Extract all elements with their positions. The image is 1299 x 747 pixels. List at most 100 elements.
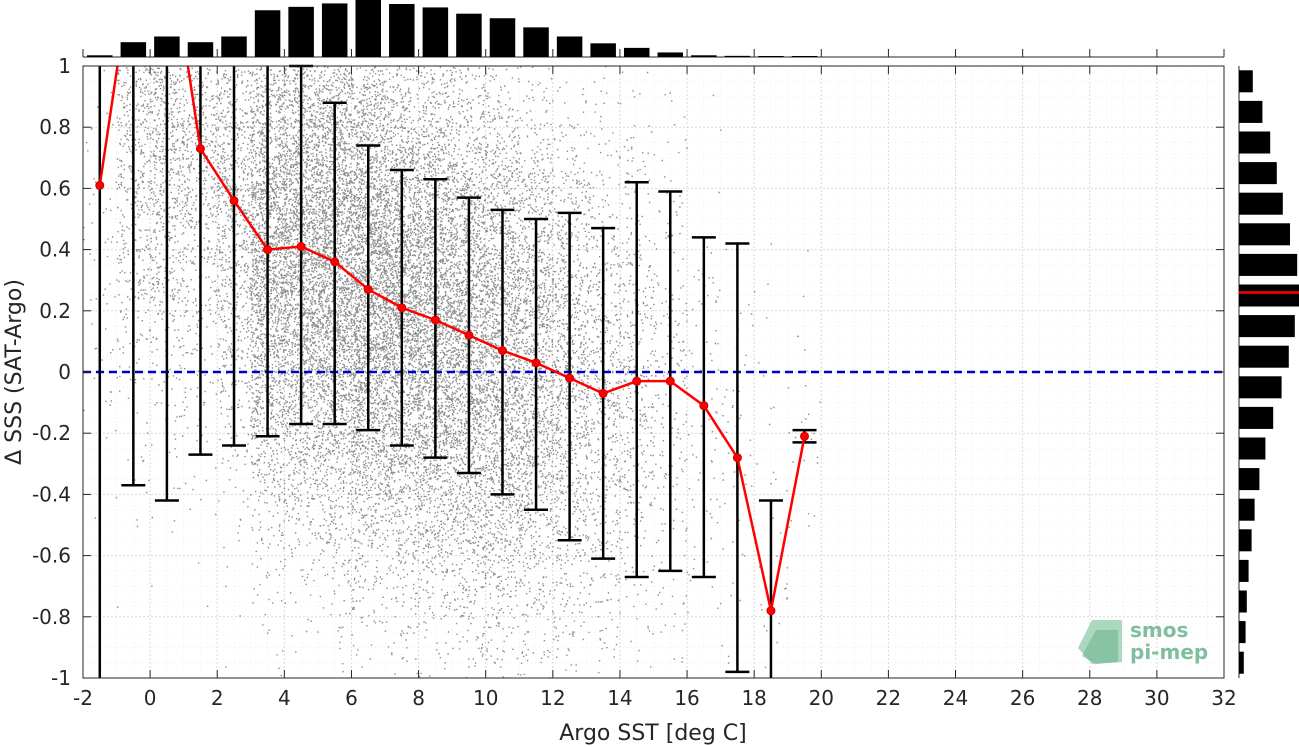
top-histogram: [82, 0, 1225, 58]
mean-point: [363, 284, 373, 294]
x-tick-label: 10: [473, 686, 498, 710]
right-hist-bar: [1239, 376, 1282, 399]
right-hist-bar: [1239, 529, 1252, 552]
right-hist-bar: [1239, 651, 1244, 674]
top-hist-bar: [556, 36, 583, 57]
right-hist-bar: [1239, 223, 1290, 246]
logo-line1: smos: [1130, 618, 1188, 642]
right-hist-bar: [1239, 162, 1277, 185]
x-axis-title: Argo SST [deg C]: [559, 721, 746, 746]
y-tick-label: 1: [58, 54, 71, 78]
x-tick-label: 26: [1010, 686, 1035, 710]
top-hist-bar: [120, 42, 147, 57]
mean-line-path: [98, 66, 806, 611]
right-hist-bar: [1239, 590, 1247, 613]
y-tick-label: -0.2: [32, 421, 71, 445]
right-hist-bar: [1239, 284, 1299, 307]
top-hist-bar: [154, 36, 180, 57]
mean-point: [263, 245, 273, 255]
mean-point: [598, 388, 608, 398]
top-hist-bar: [87, 55, 113, 57]
right-hist-bar: [1239, 100, 1263, 123]
x-tick-label: 22: [876, 686, 901, 710]
y-tick-label: -1: [51, 666, 71, 690]
mean-point: [397, 303, 407, 313]
x-tick-label: 0: [144, 686, 157, 710]
x-tick-label: 4: [278, 686, 291, 710]
top-hist-bar: [288, 6, 314, 57]
right-hist-bar: [1239, 192, 1283, 215]
mean-point: [665, 376, 675, 386]
x-tick-label: 8: [412, 686, 425, 710]
mean-point: [565, 373, 575, 383]
right-hist-bar: [1239, 406, 1274, 429]
mean-point: [732, 453, 742, 463]
top-hist-bar: [422, 7, 449, 57]
x-tick-label: 28: [1077, 686, 1102, 710]
mean-point: [430, 315, 440, 325]
mean-point: [229, 196, 239, 206]
x-tick-label: 2: [211, 686, 224, 710]
x-tick-label: 30: [1144, 686, 1169, 710]
top-hist-bar: [691, 55, 717, 57]
top-hist-bar: [187, 42, 214, 57]
y-tick-label: 0.6: [39, 176, 71, 200]
mean-point: [296, 242, 306, 252]
right-hist-bar: [1239, 498, 1255, 521]
right-hist-bar: [1239, 131, 1271, 154]
right-hist-bar: [1239, 70, 1253, 93]
top-hist-bar: [456, 13, 482, 57]
right-hist-bar: [1239, 315, 1295, 338]
top-hist-bar: [355, 0, 382, 57]
y-tick-label: 0.2: [39, 299, 71, 323]
top-hist-bar: [657, 52, 684, 57]
x-tick-label: 12: [540, 686, 565, 710]
top-hist-bar: [791, 56, 818, 57]
mean-point: [766, 606, 776, 616]
right-hist-bar: [1239, 437, 1266, 460]
top-hist-bar: [623, 47, 650, 57]
y-tick-label: -0.8: [32, 605, 71, 629]
x-tick-label: -2: [73, 686, 93, 710]
x-tick-labels: -2 0 2 4 6 8 10 12 14 16 18 20 22 24 26 28 30 32: [73, 686, 1237, 710]
y-tick-label: 0.8: [39, 115, 71, 139]
x-tick-label: 18: [741, 686, 766, 710]
right-hist-bar: [1239, 345, 1289, 368]
top-hist-bar: [221, 36, 247, 57]
y-tick-label: -0.4: [32, 482, 71, 506]
x-tick-label: 20: [809, 686, 834, 710]
x-tick-label: 6: [345, 686, 358, 710]
top-hist-bar: [254, 10, 281, 57]
logo-shape-inner: [1082, 630, 1118, 664]
right-hist-bar: [1239, 621, 1246, 644]
x-tick-label: 24: [943, 686, 968, 710]
right-histogram: [1238, 66, 1299, 678]
mean-point: [531, 358, 541, 368]
top-hist-bar: [321, 3, 348, 58]
logo-line2: pi-mep: [1130, 640, 1208, 664]
mean-point: [95, 180, 105, 190]
mean-point: [464, 330, 474, 340]
x-tick-label: 16: [674, 686, 699, 710]
top-hist-bar: [389, 3, 415, 57]
right-hist-bar: [1239, 253, 1298, 276]
mean-point: [330, 257, 340, 267]
y-tick-label: -0.6: [32, 544, 71, 568]
mean-line: [95, 66, 810, 616]
top-hist-bar: [489, 18, 516, 58]
mean-point: [632, 376, 642, 386]
axes: [82, 65, 1225, 679]
mean-point: [497, 346, 507, 356]
top-hist-bar: [590, 43, 616, 57]
y-tick-label: 0.4: [39, 238, 71, 262]
top-hist-bar: [758, 56, 784, 57]
right-hist-bar: [1239, 468, 1260, 491]
x-tick-label: 32: [1211, 686, 1236, 710]
mean-point: [800, 431, 810, 441]
top-hist-bar: [523, 27, 549, 57]
mean-point: [699, 401, 709, 411]
y-tick-labels: -1 -0.8 -0.6 -0.4 -0.2 0 0.2 0.4 0.6 0.8 1: [32, 54, 71, 690]
y-tick-label: 0: [58, 360, 71, 384]
mean-point: [195, 144, 205, 154]
